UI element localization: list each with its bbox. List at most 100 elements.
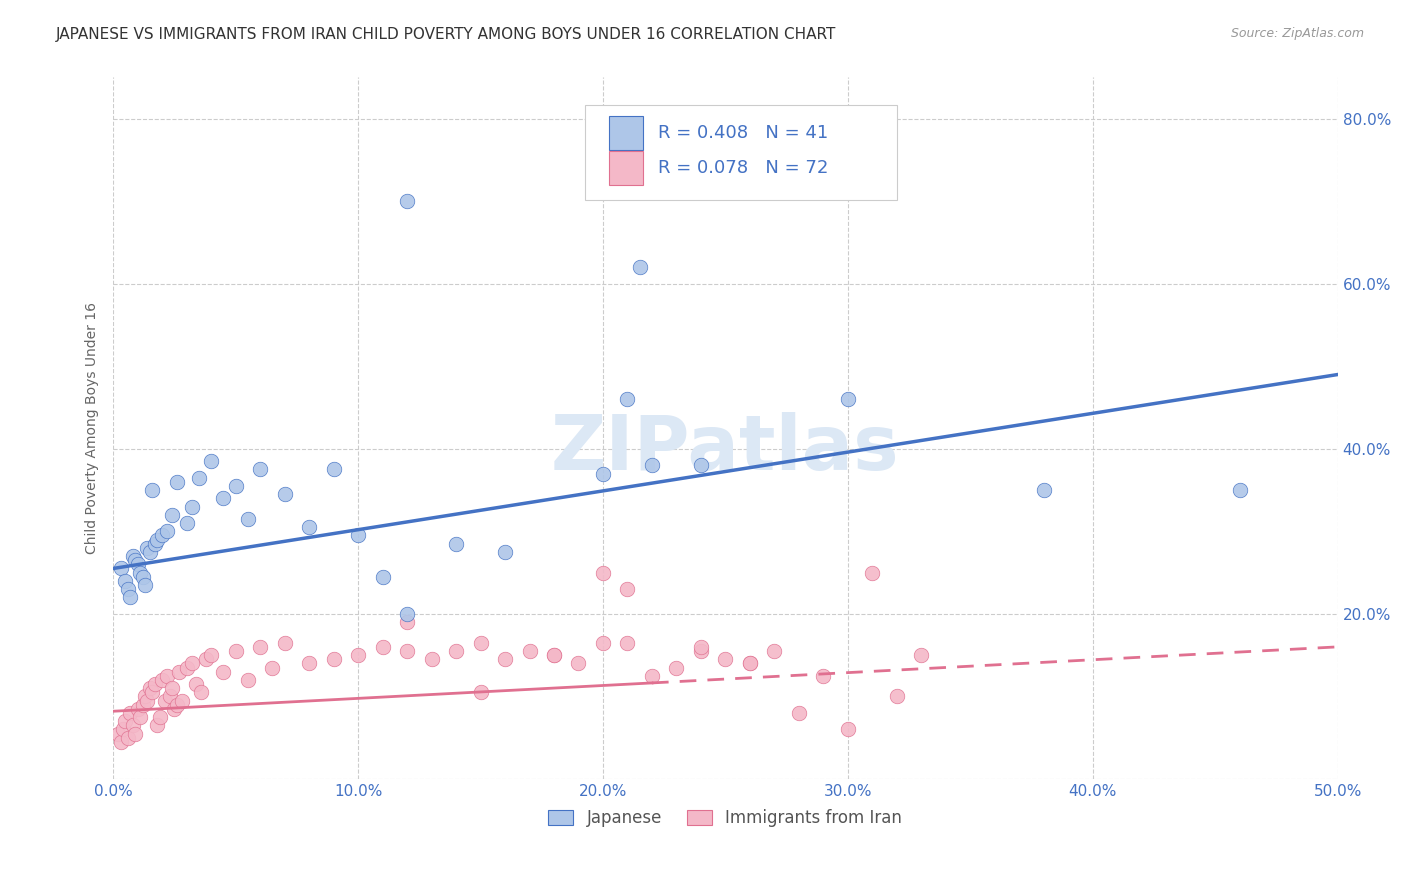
Point — [371, 570, 394, 584]
Point — [592, 467, 614, 481]
Point — [690, 644, 713, 658]
Point — [543, 648, 565, 662]
Point — [124, 726, 146, 740]
Point — [136, 541, 159, 555]
Point — [396, 644, 419, 658]
Point — [665, 660, 688, 674]
Text: JAPANESE VS IMMIGRANTS FROM IRAN CHILD POVERTY AMONG BOYS UNDER 16 CORRELATION C: JAPANESE VS IMMIGRANTS FROM IRAN CHILD P… — [56, 27, 837, 42]
Point — [141, 685, 163, 699]
Point — [121, 718, 143, 732]
FancyBboxPatch shape — [609, 116, 644, 150]
Point — [153, 693, 176, 707]
Point — [837, 723, 859, 737]
Point — [860, 566, 883, 580]
Point — [322, 462, 344, 476]
Point — [273, 487, 295, 501]
Point — [347, 528, 370, 542]
Point — [110, 561, 132, 575]
Point — [396, 607, 419, 621]
Text: R = 0.078   N = 72: R = 0.078 N = 72 — [658, 159, 828, 177]
Point — [139, 681, 162, 695]
Point — [616, 582, 638, 596]
Point — [886, 690, 908, 704]
Point — [131, 698, 153, 712]
Point — [186, 677, 208, 691]
Point — [837, 392, 859, 407]
Point — [163, 702, 186, 716]
Point — [180, 657, 202, 671]
Point — [738, 657, 761, 671]
Point — [146, 718, 169, 732]
Point — [131, 570, 153, 584]
Text: R = 0.408   N = 41: R = 0.408 N = 41 — [658, 124, 828, 142]
Point — [156, 669, 179, 683]
Point — [159, 690, 181, 704]
Point — [1229, 483, 1251, 497]
Point — [150, 528, 173, 542]
Point — [141, 483, 163, 497]
Point — [180, 500, 202, 514]
Y-axis label: Child Poverty Among Boys Under 16: Child Poverty Among Boys Under 16 — [86, 302, 100, 554]
Point — [813, 669, 835, 683]
Point — [143, 677, 166, 691]
Point — [160, 681, 183, 695]
Point — [543, 648, 565, 662]
Point — [641, 458, 664, 473]
Point — [494, 545, 516, 559]
Point — [616, 392, 638, 407]
Point — [1032, 483, 1054, 497]
Point — [592, 636, 614, 650]
Point — [166, 698, 188, 712]
Point — [236, 673, 259, 687]
Point — [470, 636, 492, 650]
Point — [156, 524, 179, 539]
Point — [117, 582, 139, 596]
Point — [110, 735, 132, 749]
Point — [200, 454, 222, 468]
Point — [129, 710, 152, 724]
Point — [249, 640, 271, 654]
Point — [396, 194, 419, 209]
Point — [129, 566, 152, 580]
Point — [322, 652, 344, 666]
Point — [262, 660, 284, 674]
Point — [371, 640, 394, 654]
Point — [592, 566, 614, 580]
Point — [273, 636, 295, 650]
Point — [150, 673, 173, 687]
Point — [127, 558, 149, 572]
Point — [143, 537, 166, 551]
FancyBboxPatch shape — [585, 105, 897, 200]
Point — [120, 706, 142, 720]
Point — [166, 475, 188, 489]
Point — [176, 660, 198, 674]
Point — [690, 640, 713, 654]
Point — [212, 491, 235, 506]
Point — [160, 508, 183, 522]
Point — [169, 665, 191, 679]
Point — [134, 578, 156, 592]
Point — [212, 665, 235, 679]
Point — [249, 462, 271, 476]
FancyBboxPatch shape — [609, 151, 644, 185]
Point — [763, 644, 786, 658]
Point — [114, 574, 136, 588]
Point — [787, 706, 810, 720]
Point — [124, 553, 146, 567]
Point — [690, 458, 713, 473]
Point — [176, 516, 198, 530]
Point — [121, 549, 143, 563]
Point — [114, 714, 136, 728]
Point — [134, 690, 156, 704]
Point — [117, 731, 139, 745]
Point — [200, 648, 222, 662]
Point — [396, 615, 419, 629]
Point — [146, 533, 169, 547]
Point — [149, 710, 172, 724]
Point — [298, 657, 321, 671]
Point — [910, 648, 932, 662]
Point — [567, 657, 589, 671]
Legend: Japanese, Immigrants from Iran: Japanese, Immigrants from Iran — [541, 803, 910, 834]
Point — [236, 512, 259, 526]
Text: Source: ZipAtlas.com: Source: ZipAtlas.com — [1230, 27, 1364, 40]
